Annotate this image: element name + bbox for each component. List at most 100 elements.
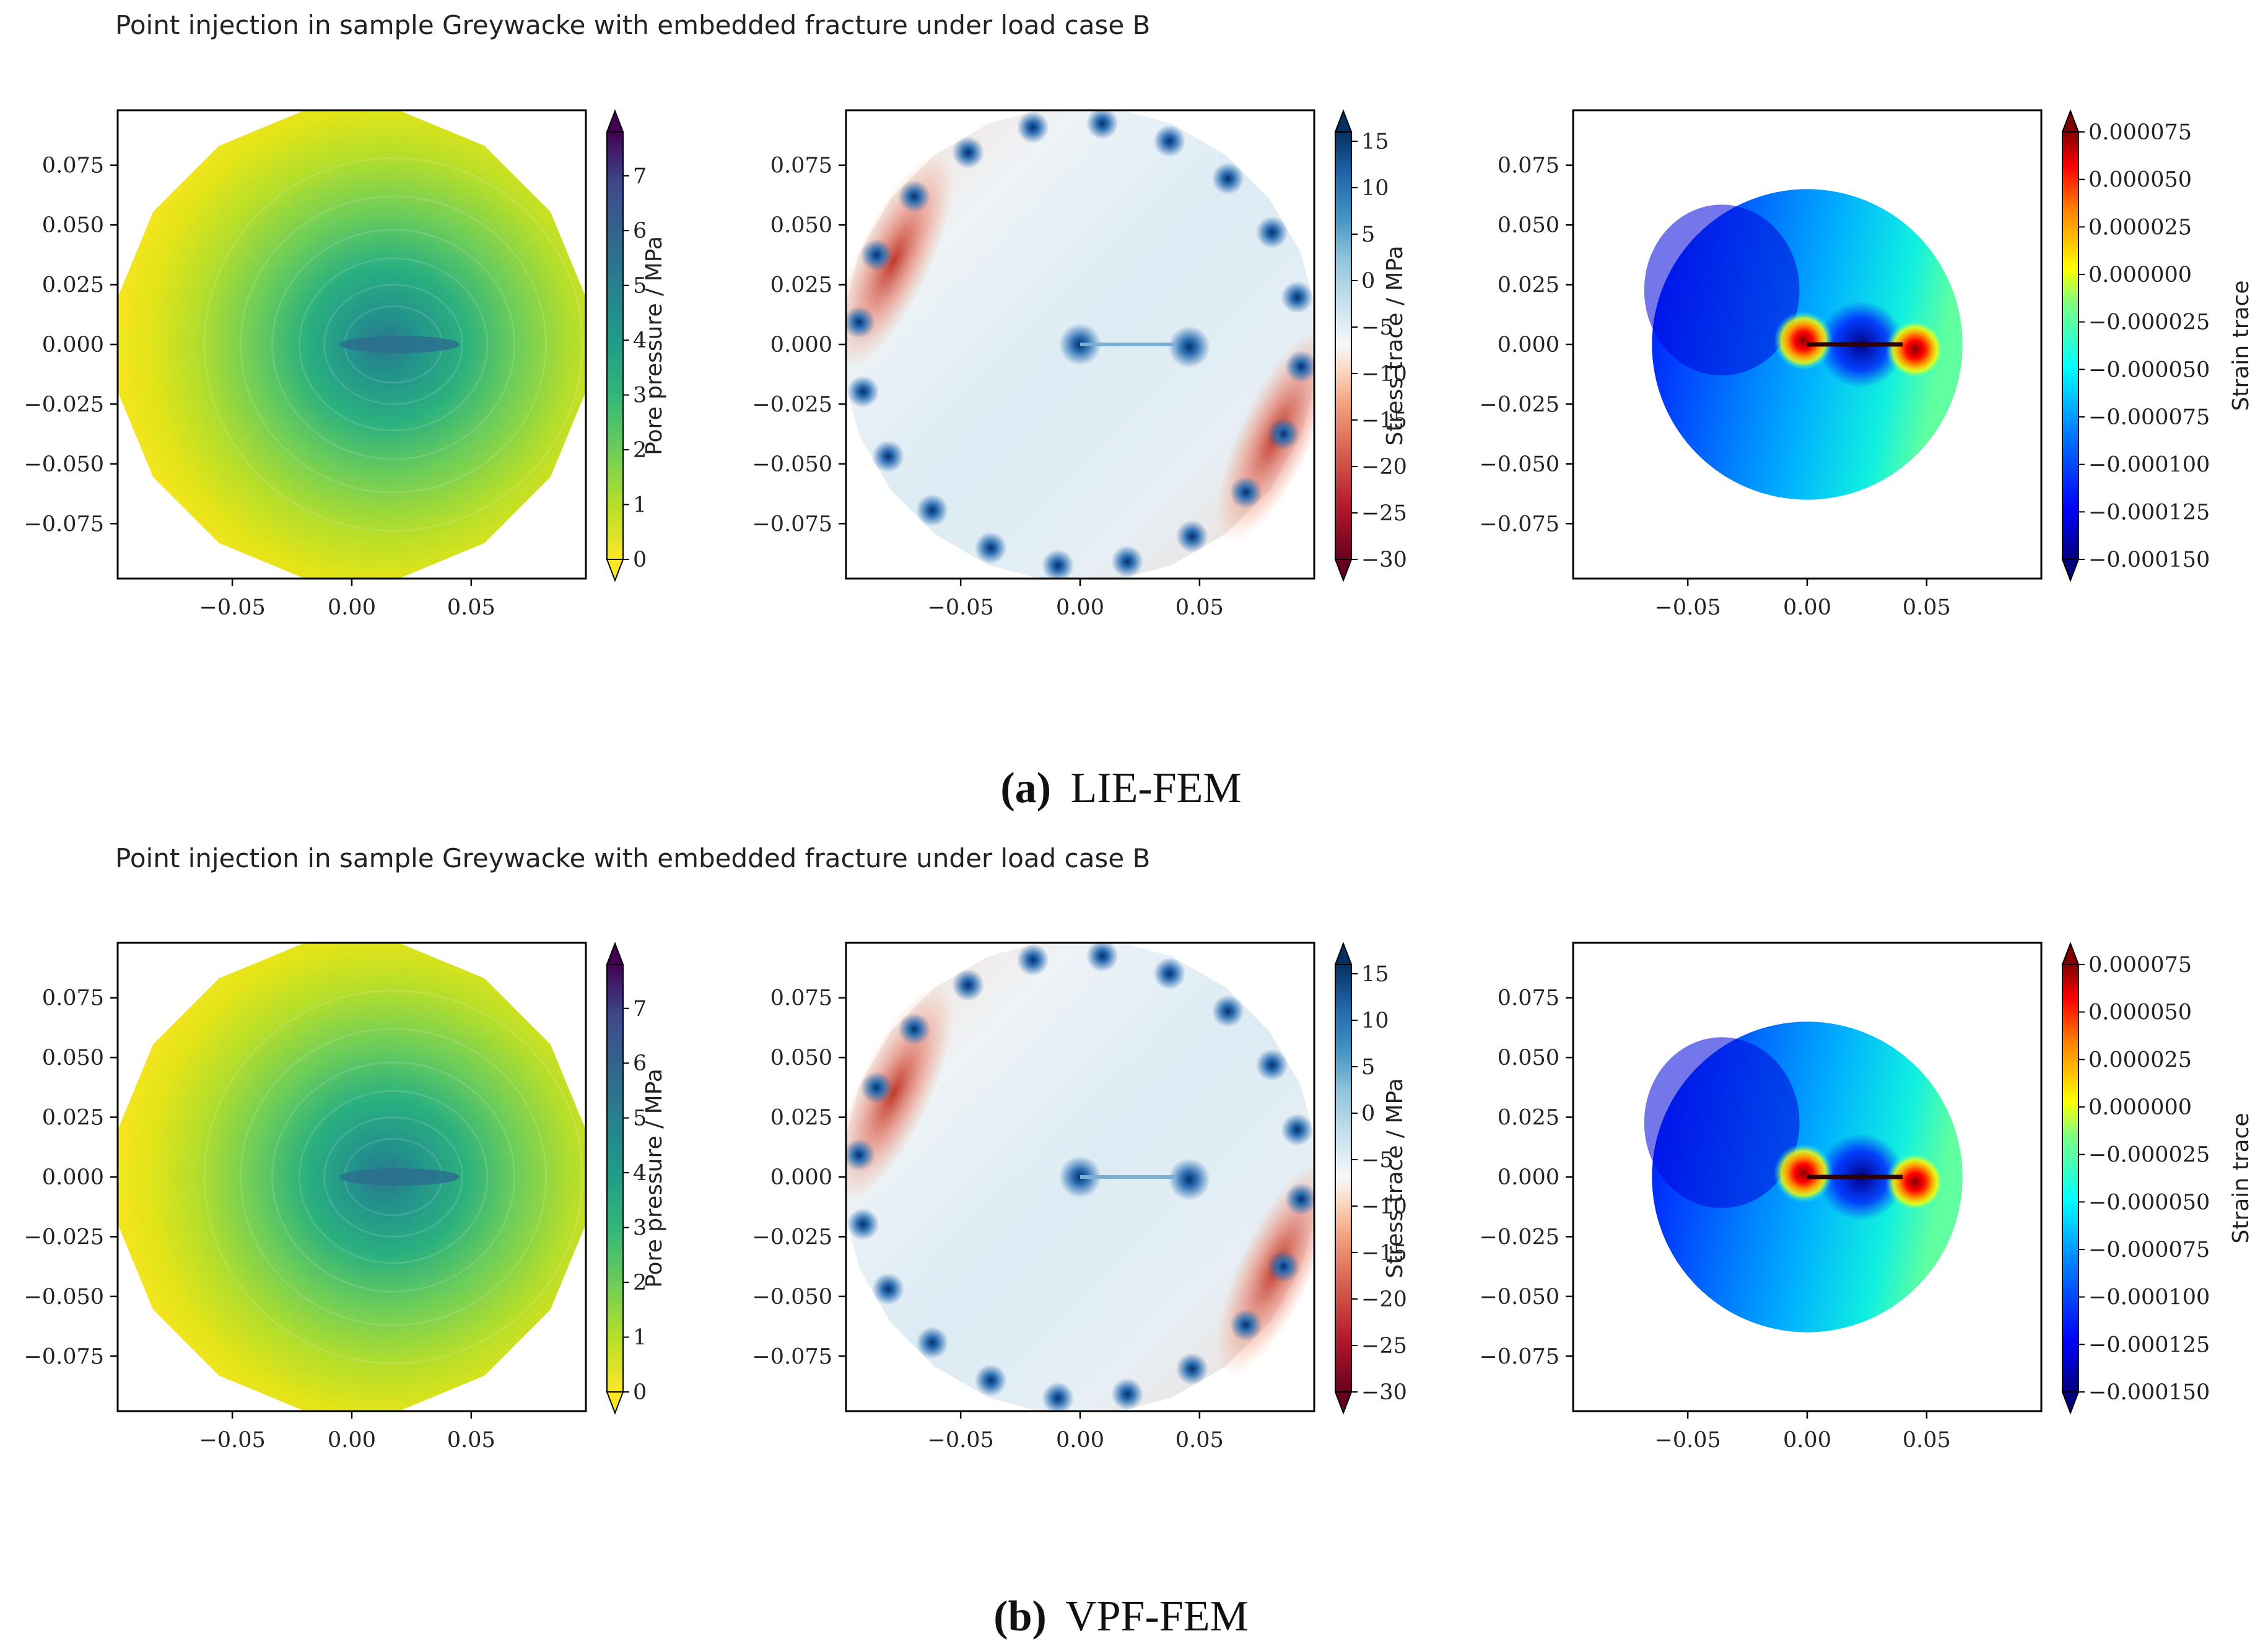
plot-b-pore-pressure: −0.05 0.00 0.05 0.075 0.050 0.025 0.000 −0.025 −…: [24, 942, 667, 1453]
colorbar-tick-label: −0.000125: [2088, 500, 2210, 525]
stress-boundary-spot: [846, 1139, 876, 1171]
stress-boundary-spot: [1086, 943, 1119, 973]
stress-boundary-spot: [1281, 281, 1314, 313]
colorbar-tick-label: 15: [1361, 129, 1389, 154]
colorbar-tick-label: −10: [1361, 1194, 1407, 1219]
x-tick-label: 0.00: [1783, 1428, 1831, 1453]
svg-text:(b) VPF-FEM: (b) VPF-FEM: [993, 1593, 1248, 1640]
plot-a-pore-pressure: −0.05 0.00 0.05 0.075 0.050 0.025 0.000 −0.025 −…: [24, 109, 667, 620]
stress-boundary-spot: [1042, 549, 1075, 579]
colorbar-tick-label: 0.000000: [2088, 263, 2192, 287]
colorbar-body: [1335, 131, 1352, 560]
x-tick-label: 0.00: [1056, 1428, 1104, 1453]
colorbar-tick-label: 7: [633, 997, 647, 1021]
colorbar-tick-label: −5: [1361, 315, 1394, 340]
y-tick-label: −0.075: [1479, 512, 1559, 536]
colorbar-tick-label: 6: [633, 219, 647, 243]
colorbar-extend-bottom: [1334, 559, 1353, 582]
y-tick-label: 0.000: [1498, 333, 1559, 357]
stress-boundary-spot: [1211, 995, 1244, 1028]
stress-boundary-spot: [1016, 943, 1049, 976]
colorbar-tick-label: 3: [633, 1216, 647, 1241]
x-tick-label: 0.00: [1056, 595, 1104, 620]
y-tick-label: 0.025: [1498, 273, 1559, 298]
y-tick-label: 0.000: [42, 333, 104, 357]
y-tick-label: −0.075: [752, 1344, 832, 1369]
stress-boundary-spot: [952, 136, 985, 169]
y-tick-label: −0.050: [24, 452, 104, 477]
stress-boundary-spot: [952, 969, 985, 1002]
stress-boundary-spot: [1042, 1381, 1075, 1411]
plot-a-strain-trace: −0.05 0.00 0.05 0.075 0.050 0.025 0.000 −0.025 −…: [1479, 109, 2254, 620]
stress-boundary-spot: [847, 1208, 879, 1241]
y-tick-label: −0.075: [752, 512, 832, 536]
y-tick-label: 0.025: [42, 1106, 104, 1131]
y-tick-label: −0.025: [1479, 392, 1559, 417]
stress-boundary-spot: [847, 375, 879, 408]
colorbar-tick-label: 10: [1361, 176, 1389, 201]
y-tick-label: 0.000: [770, 333, 832, 357]
colorbar-extend-top: [2061, 109, 2080, 133]
x-tick-label: 0.00: [328, 1428, 376, 1453]
stress-fracture-tip: [1168, 1158, 1211, 1201]
suptitle-b: Point injection in sample Greywacke with…: [115, 843, 1150, 873]
stress-boundary-spot: [1284, 350, 1314, 383]
colorbar-tick-label: −0.000025: [2088, 310, 2210, 335]
colorbar-label: Strain trace: [2228, 1113, 2254, 1243]
colorbar-body: [2062, 964, 2079, 1393]
field-strain_trace: [1644, 189, 1963, 500]
colorbar-tick-label: −10: [1361, 362, 1407, 387]
colorbar-tick-label: −20: [1361, 455, 1407, 479]
strain-hot-spot: [1885, 320, 1945, 379]
colorbar-extend-bottom: [606, 1391, 624, 1415]
colorbar-tick-label: −0.000075: [2088, 1238, 2210, 1262]
caption-a-tag: (a): [1000, 764, 1051, 812]
colorbar-tick-label: 0: [633, 548, 647, 572]
strain-hot-spot: [1774, 1144, 1833, 1203]
y-tick-label: −0.025: [752, 1225, 832, 1249]
y-tick-label: 0.075: [770, 154, 832, 178]
colorbar-tick-label: 2: [633, 1271, 647, 1295]
y-tick-label: −0.050: [1479, 452, 1559, 477]
y-tick-label: 0.050: [770, 213, 832, 238]
strain-hot-spot: [1774, 311, 1833, 370]
stress-boundary-spot: [1229, 476, 1262, 509]
colorbar-tick-label: 5: [633, 274, 647, 299]
pore-pressure-contour: [271, 1061, 516, 1293]
stress-boundary-spot: [1267, 1250, 1300, 1283]
colorbar: 0 1 2 3 4 5 6 7 Pore pressure / MPa: [606, 109, 667, 582]
colorbar-tick-label: −0.000100: [2088, 453, 2210, 478]
y-tick-label: −0.025: [1479, 1225, 1559, 1249]
stress-boundary-spot: [1086, 110, 1119, 140]
caption-b: (b) VPF-FEM: [993, 1593, 1248, 1640]
y-tick-label: 0.050: [770, 1046, 832, 1070]
colorbar-extend-top: [2061, 942, 2080, 965]
colorbar-tick-label: −0.000150: [2088, 1380, 2210, 1405]
pore-pressure-contour: [203, 989, 583, 1365]
colorbar-label: Strain trace: [2228, 280, 2254, 411]
plot-a-stress-trace: −0.05 0.00 0.05 0.075 0.050 0.025 0.000 −0.025 −…: [752, 109, 1408, 620]
stress-boundary-spot: [974, 1364, 1007, 1397]
colorbar-tick-label: 0.000075: [2088, 953, 2192, 978]
y-tick-label: 0.075: [42, 986, 104, 1011]
caption-b-text: VPF-FEM: [1065, 1593, 1249, 1640]
stress-boundary-spot: [1281, 1113, 1314, 1146]
colorbar: 0.000075 0.000050 0.000025 0.000000 −0.00002…: [2061, 109, 2254, 582]
pore-pressure-contour: [203, 157, 583, 532]
colorbar-tick-label: 10: [1361, 1008, 1389, 1033]
field-pore_pressure: [118, 943, 586, 1411]
colorbar-tick-label: 0.000000: [2088, 1095, 2192, 1120]
colorbar-tick-label: −30: [1361, 548, 1407, 572]
y-tick-label: 0.025: [770, 1106, 832, 1131]
colorbar-tick-label: −5: [1361, 1148, 1394, 1173]
colorbar-label: Stress trace / MPa: [1382, 245, 1408, 445]
colorbar-tick-label: 15: [1361, 962, 1389, 987]
colorbar-extend-bottom: [2061, 1391, 2080, 1415]
colorbar-tick-label: 5: [633, 1106, 647, 1131]
caption-b-tag: (b): [993, 1593, 1047, 1640]
y-tick-label: 0.050: [1498, 1046, 1559, 1070]
colorbar-tick-label: 7: [633, 164, 647, 189]
pore-pressure-contour: [323, 1116, 464, 1238]
pore-pressure-contour: [298, 257, 489, 432]
